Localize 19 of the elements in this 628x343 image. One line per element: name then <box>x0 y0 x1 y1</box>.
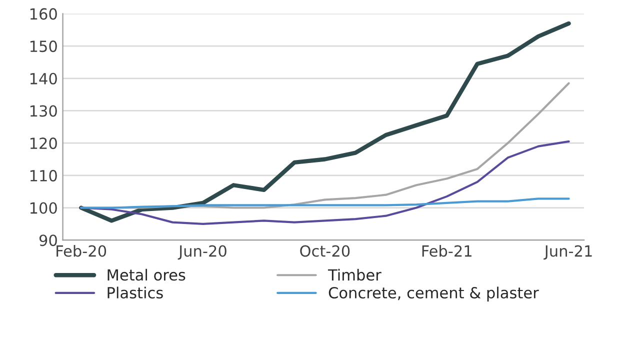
x-tick-label: Feb-20 <box>56 244 106 257</box>
line-series <box>80 198 570 209</box>
x-tick-label: Jun-21 <box>544 245 592 260</box>
legend-label: Metal ores <box>108 268 186 281</box>
y-tick-label: 110 <box>30 170 57 182</box>
x-tick-label: Feb-21 <box>422 244 472 257</box>
legend-label: Plastics <box>108 286 163 299</box>
x-tick-label: Jun-20 <box>178 245 226 260</box>
y-tick-label: 90 <box>39 234 57 246</box>
legend-label: Concrete, cement & plaster <box>328 286 539 302</box>
line-series <box>79 21 571 223</box>
x-tick-label: Oct-20 <box>300 245 350 257</box>
y-tick-label: 160 <box>30 8 57 20</box>
y-tick-label: 120 <box>30 138 57 150</box>
y-tick-label: 150 <box>30 40 57 52</box>
y-tick-label: 130 <box>30 105 57 117</box>
y-tick-label: 140 <box>30 72 57 84</box>
legend-label: Timber <box>328 268 382 281</box>
y-tick-label: 100 <box>30 202 57 214</box>
